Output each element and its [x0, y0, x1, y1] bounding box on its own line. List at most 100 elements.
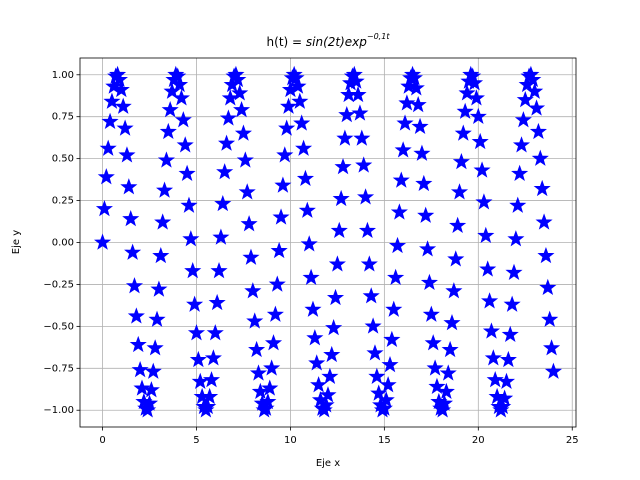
- point: [428, 377, 446, 395]
- point: [419, 240, 437, 257]
- point: [176, 136, 194, 153]
- point: [387, 268, 405, 285]
- point: [310, 376, 328, 393]
- point: [368, 367, 386, 384]
- point: [413, 144, 431, 161]
- point: [531, 149, 549, 166]
- point: [360, 255, 378, 272]
- point: [362, 287, 380, 304]
- point: [129, 335, 147, 353]
- point: [146, 339, 164, 356]
- point: [296, 169, 314, 187]
- point: [529, 122, 547, 140]
- y-tick-label: 1.00: [52, 70, 74, 81]
- point: [268, 275, 286, 292]
- point: [496, 389, 514, 406]
- point: [458, 84, 476, 101]
- point: [103, 92, 121, 109]
- title-math: sin(2t)exp: [306, 35, 367, 49]
- point: [174, 111, 192, 128]
- point: [189, 350, 207, 368]
- point: [486, 371, 504, 388]
- point: [364, 317, 382, 334]
- point: [156, 181, 174, 198]
- x-tick-label: 5: [193, 435, 199, 446]
- y-axis-label: Eje y: [11, 230, 22, 254]
- point: [351, 104, 369, 121]
- point: [229, 70, 247, 88]
- point: [236, 151, 254, 168]
- point: [172, 89, 190, 106]
- point: [259, 392, 277, 410]
- point: [394, 141, 412, 158]
- point: [131, 360, 149, 378]
- point: [249, 364, 268, 381]
- point: [289, 77, 307, 94]
- point: [202, 371, 221, 388]
- point: [150, 280, 168, 297]
- y-tick-label: −0.50: [43, 321, 74, 332]
- point: [94, 233, 112, 250]
- point: [528, 99, 546, 116]
- point: [392, 171, 410, 188]
- point: [116, 119, 134, 136]
- point: [261, 379, 279, 396]
- point: [398, 94, 416, 111]
- x-tick-label: 20: [472, 435, 485, 446]
- point: [118, 146, 136, 163]
- x-tick-label: 10: [284, 435, 297, 446]
- y-tick-label: 0.50: [52, 154, 74, 165]
- point: [499, 350, 517, 368]
- point: [325, 319, 343, 336]
- point: [154, 213, 172, 230]
- point: [501, 325, 519, 343]
- point: [509, 196, 527, 213]
- point: [479, 260, 497, 277]
- point: [214, 194, 232, 212]
- point: [240, 215, 258, 232]
- point: [293, 114, 311, 131]
- point: [101, 112, 119, 130]
- point: [449, 216, 467, 233]
- point: [105, 77, 123, 94]
- point: [358, 221, 376, 239]
- point: [454, 124, 472, 141]
- point: [409, 95, 427, 113]
- point: [469, 107, 487, 124]
- point: [319, 386, 337, 403]
- point: [388, 236, 407, 254]
- point: [302, 268, 320, 285]
- point: [270, 241, 288, 259]
- point: [417, 206, 435, 223]
- point: [497, 372, 516, 389]
- point: [144, 362, 162, 379]
- point: [512, 136, 531, 153]
- point: [447, 250, 465, 267]
- point: [204, 349, 222, 366]
- point: [114, 97, 132, 114]
- point: [122, 210, 140, 227]
- point: [182, 230, 200, 247]
- point: [420, 273, 438, 291]
- point: [112, 80, 130, 98]
- chart-title: h(t) = sin(2t)exp−0,1t: [267, 32, 391, 49]
- point: [127, 307, 145, 324]
- point: [541, 310, 559, 327]
- point: [124, 243, 142, 260]
- point: [467, 89, 485, 106]
- point: [171, 75, 189, 93]
- point: [481, 292, 499, 309]
- point: [357, 188, 375, 205]
- point: [300, 235, 318, 252]
- point: [332, 189, 350, 207]
- point: [206, 324, 224, 341]
- point: [326, 288, 345, 306]
- point: [507, 230, 525, 247]
- x-axis-label: Eje x: [316, 458, 340, 469]
- point: [338, 106, 356, 123]
- point: [383, 330, 401, 348]
- point: [347, 72, 365, 89]
- point: [199, 397, 217, 415]
- point: [456, 102, 474, 119]
